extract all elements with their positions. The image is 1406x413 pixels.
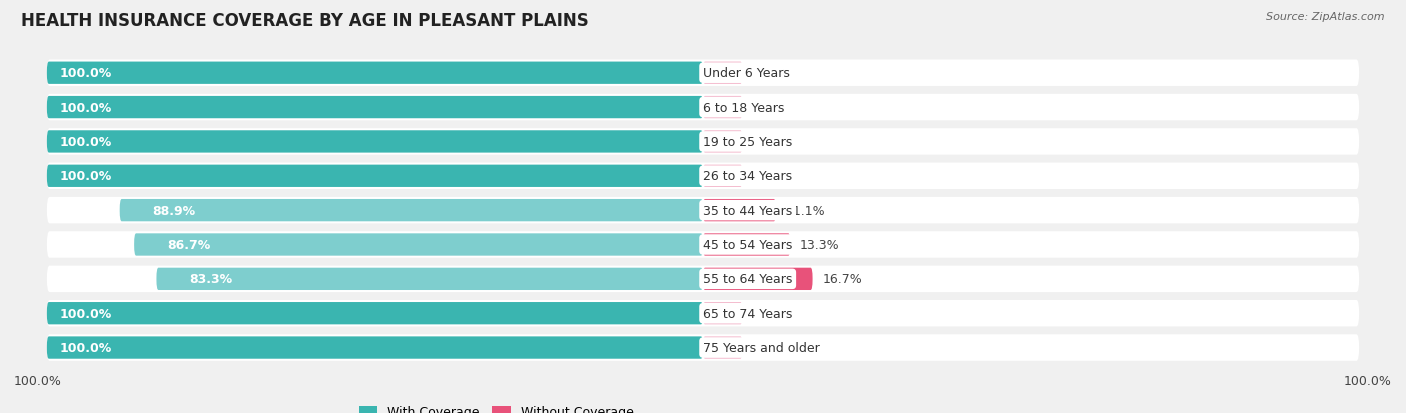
Text: 100.0%: 100.0%	[60, 67, 112, 80]
Text: 65 to 74 Years: 65 to 74 Years	[703, 307, 793, 320]
Text: HEALTH INSURANCE COVERAGE BY AGE IN PLEASANT PLAINS: HEALTH INSURANCE COVERAGE BY AGE IN PLEA…	[21, 12, 589, 30]
Text: 13.3%: 13.3%	[800, 238, 839, 252]
FancyBboxPatch shape	[46, 302, 703, 325]
Text: 86.7%: 86.7%	[167, 238, 209, 252]
Text: 83.3%: 83.3%	[190, 273, 232, 286]
FancyBboxPatch shape	[703, 268, 813, 290]
FancyBboxPatch shape	[120, 199, 703, 222]
Text: 0.0%: 0.0%	[752, 67, 785, 80]
Text: 6 to 18 Years: 6 to 18 Years	[703, 101, 785, 114]
FancyBboxPatch shape	[46, 163, 1360, 190]
FancyBboxPatch shape	[703, 131, 742, 153]
FancyBboxPatch shape	[46, 62, 703, 85]
FancyBboxPatch shape	[134, 234, 703, 256]
FancyBboxPatch shape	[46, 165, 703, 188]
Text: 0.0%: 0.0%	[752, 135, 785, 149]
Text: 0.0%: 0.0%	[752, 170, 785, 183]
Text: 88.9%: 88.9%	[152, 204, 195, 217]
Text: 100.0%: 100.0%	[60, 135, 112, 149]
FancyBboxPatch shape	[703, 62, 742, 85]
FancyBboxPatch shape	[46, 232, 1360, 258]
FancyBboxPatch shape	[703, 234, 790, 256]
Text: 100.0%: 100.0%	[1344, 375, 1392, 387]
FancyBboxPatch shape	[46, 129, 1360, 155]
Text: 100.0%: 100.0%	[14, 375, 62, 387]
FancyBboxPatch shape	[46, 95, 1360, 121]
FancyBboxPatch shape	[46, 60, 1360, 87]
Text: 0.0%: 0.0%	[752, 101, 785, 114]
FancyBboxPatch shape	[703, 199, 776, 222]
Text: 0.0%: 0.0%	[752, 307, 785, 320]
FancyBboxPatch shape	[46, 300, 1360, 327]
Text: Source: ZipAtlas.com: Source: ZipAtlas.com	[1267, 12, 1385, 22]
Legend: With Coverage, Without Coverage: With Coverage, Without Coverage	[354, 401, 638, 413]
FancyBboxPatch shape	[46, 335, 1360, 361]
FancyBboxPatch shape	[46, 197, 1360, 224]
FancyBboxPatch shape	[703, 97, 742, 119]
Text: 100.0%: 100.0%	[60, 341, 112, 354]
Text: Under 6 Years: Under 6 Years	[703, 67, 790, 80]
FancyBboxPatch shape	[46, 131, 703, 153]
FancyBboxPatch shape	[703, 165, 742, 188]
FancyBboxPatch shape	[46, 337, 703, 359]
FancyBboxPatch shape	[156, 268, 703, 290]
Text: 19 to 25 Years: 19 to 25 Years	[703, 135, 792, 149]
Text: 26 to 34 Years: 26 to 34 Years	[703, 170, 792, 183]
Text: 55 to 64 Years: 55 to 64 Years	[703, 273, 793, 286]
FancyBboxPatch shape	[46, 97, 703, 119]
Text: 45 to 54 Years: 45 to 54 Years	[703, 238, 793, 252]
Text: 11.1%: 11.1%	[786, 204, 825, 217]
Text: 100.0%: 100.0%	[60, 101, 112, 114]
FancyBboxPatch shape	[46, 266, 1360, 292]
Text: 75 Years and older: 75 Years and older	[703, 341, 820, 354]
FancyBboxPatch shape	[703, 302, 742, 325]
Text: 16.7%: 16.7%	[823, 273, 862, 286]
Text: 100.0%: 100.0%	[60, 170, 112, 183]
FancyBboxPatch shape	[703, 337, 742, 359]
Text: 35 to 44 Years: 35 to 44 Years	[703, 204, 792, 217]
Text: 0.0%: 0.0%	[752, 341, 785, 354]
Text: 100.0%: 100.0%	[60, 307, 112, 320]
